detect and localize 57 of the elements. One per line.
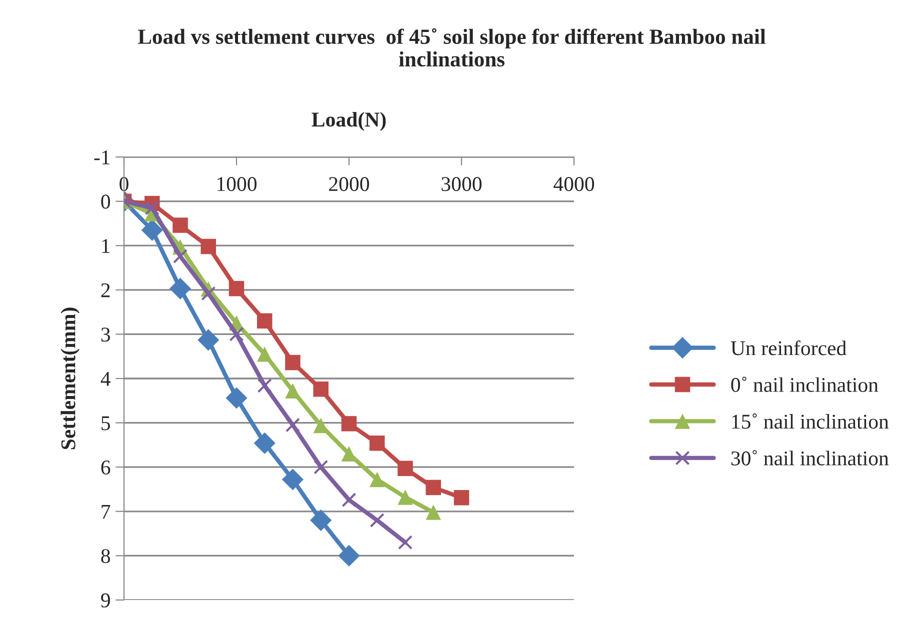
- y-tick-label: 5: [102, 416, 110, 430]
- x-tick-label: 0: [120, 177, 128, 192]
- point: [342, 492, 356, 508]
- point: [198, 329, 220, 351]
- point: [338, 544, 360, 567]
- point: [226, 387, 248, 409]
- chart-title: Load vs settlement curves of 45˚ soil slope for different Bamboo nail inclinations: [138, 28, 766, 67]
- point: [426, 480, 442, 496]
- point: [426, 504, 442, 520]
- point: [141, 219, 163, 241]
- y-tick-label: 3: [101, 328, 110, 342]
- point: [310, 509, 332, 532]
- point: [201, 286, 216, 301]
- point: [172, 248, 188, 264]
- point: [398, 490, 413, 505]
- y-tick-label: 7: [102, 504, 110, 519]
- legend-label: 30˚ nail inclination: [731, 450, 889, 466]
- point: [169, 278, 192, 300]
- point: [257, 378, 272, 393]
- y-tick-label: 1: [102, 239, 110, 253]
- point: [172, 218, 188, 233]
- point: [341, 416, 357, 432]
- x-axis-title: Load(N): [312, 112, 386, 131]
- y-tick-label: 0: [101, 194, 110, 209]
- point: [370, 512, 384, 528]
- x-tick-label: 2000: [329, 177, 370, 192]
- point: [256, 346, 272, 362]
- x-tick-label: 1000: [218, 177, 257, 192]
- point: [314, 460, 328, 474]
- legend-label: Un reinforced: [730, 340, 846, 356]
- point: [369, 436, 385, 451]
- legend-label: 15˚ nail inclination: [732, 413, 889, 429]
- point: [285, 418, 300, 432]
- point: [285, 383, 300, 399]
- y-axis-title: Settlement(mm): [60, 308, 80, 450]
- y-tick-label: 4: [100, 372, 110, 386]
- legend-label: 0˚ nail inclination: [731, 376, 878, 392]
- x-tick-label: 3000: [442, 177, 482, 192]
- y-tick-label: 9: [101, 593, 110, 608]
- point: [144, 200, 160, 216]
- point: [285, 354, 300, 370]
- point: [313, 381, 329, 397]
- point: [254, 432, 276, 454]
- point: [398, 460, 413, 476]
- point: [200, 238, 216, 254]
- y-tick-label: 8: [101, 549, 110, 564]
- x-tick-label: 4000: [554, 177, 594, 192]
- point: [229, 326, 244, 342]
- point: [454, 490, 470, 506]
- y-tick-label: 6: [101, 460, 110, 475]
- point: [256, 313, 272, 329]
- y-tick-label: 2: [101, 283, 110, 298]
- y-tick-label: -1: [94, 150, 110, 164]
- point: [282, 468, 304, 490]
- point: [369, 472, 385, 488]
- point: [398, 535, 413, 550]
- point: [228, 280, 244, 296]
